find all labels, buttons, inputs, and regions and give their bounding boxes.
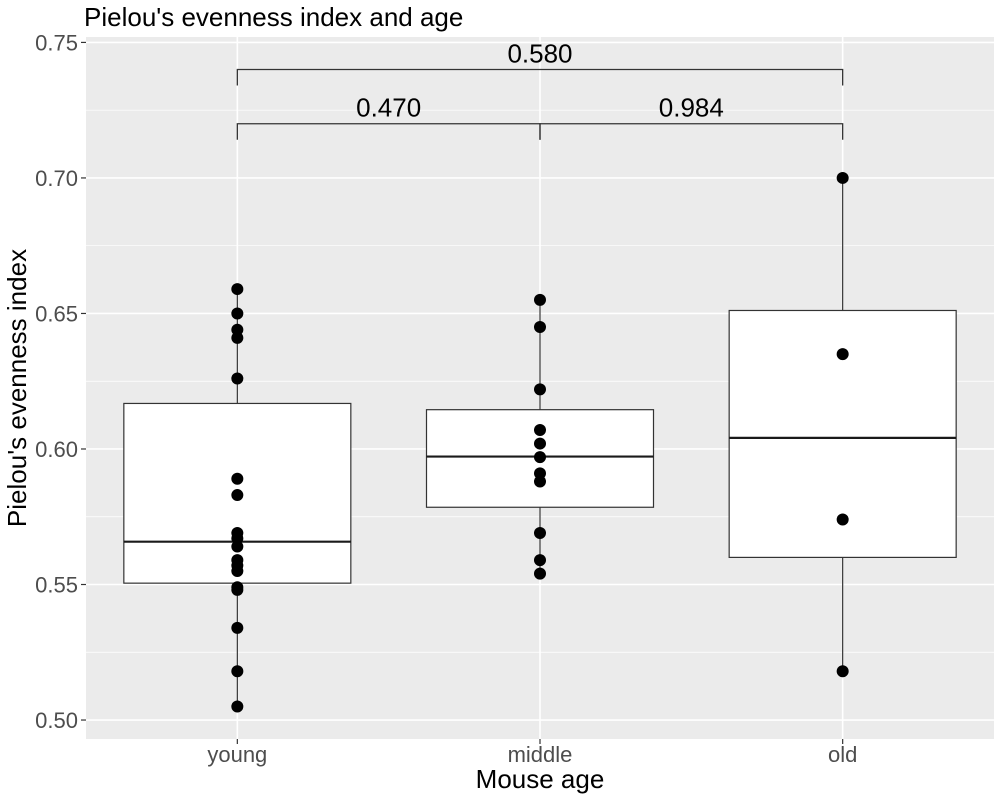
bracket-line — [539, 123, 844, 140]
data-point-young — [231, 307, 244, 320]
data-point-middle — [534, 475, 546, 488]
bracket-p-value: 0.470 — [356, 93, 421, 123]
data-points — [231, 171, 849, 713]
data-point-old — [836, 348, 849, 361]
data-point-middle — [534, 527, 546, 540]
data-point-middle — [534, 567, 546, 580]
y-tick-label: 0.60 — [35, 437, 78, 462]
bracket-p-value: 0.984 — [659, 93, 724, 123]
data-point-young — [231, 489, 244, 502]
y-tick-label: 0.70 — [35, 166, 78, 191]
data-point-young — [231, 621, 244, 634]
data-point-middle — [534, 293, 546, 306]
x-tick-label-young: young — [207, 742, 267, 767]
bracket-p-value: 0.580 — [507, 39, 572, 69]
data-point-old — [836, 513, 849, 526]
data-point-young — [231, 665, 244, 678]
y-tick-label: 0.65 — [35, 301, 78, 326]
bracket-line — [236, 68, 844, 86]
data-point-young — [231, 700, 244, 713]
data-point-middle — [534, 437, 546, 450]
data-point-young — [231, 372, 244, 385]
x-tick-label-old: old — [828, 742, 857, 767]
chart-title: Pielou's evenness index and age — [84, 2, 463, 32]
data-point-middle — [534, 424, 546, 437]
data-point-young — [231, 540, 244, 553]
data-point-middle — [534, 321, 546, 334]
data-point-old — [836, 171, 849, 184]
y-axis-title: Pielou's evenness index — [2, 249, 32, 527]
y-axis: 0.50 0.55 0.60 0.65 0.70 0.75 — [35, 30, 86, 733]
data-point-young — [231, 283, 244, 296]
data-point-young — [231, 331, 244, 344]
y-tick-label: 0.50 — [35, 708, 78, 733]
x-tick-label-middle: middle — [508, 742, 573, 767]
data-point-young — [231, 564, 244, 577]
data-point-middle — [534, 554, 546, 567]
bracket-middle-old: 0.984 — [539, 93, 844, 140]
data-point-old — [836, 665, 849, 678]
data-point-young — [231, 583, 244, 596]
y-tick-label: 0.55 — [35, 573, 78, 598]
data-point-young — [231, 472, 244, 485]
bracket-young-old: 0.580 — [236, 39, 844, 86]
comparison-brackets: 0.580 0.470 0.984 — [236, 39, 844, 140]
y-tick-label: 0.75 — [35, 30, 78, 55]
x-axis-title: Mouse age — [476, 764, 605, 794]
data-point-middle — [534, 383, 546, 396]
x-axis: young middle old — [207, 739, 857, 767]
data-point-middle — [534, 451, 546, 464]
